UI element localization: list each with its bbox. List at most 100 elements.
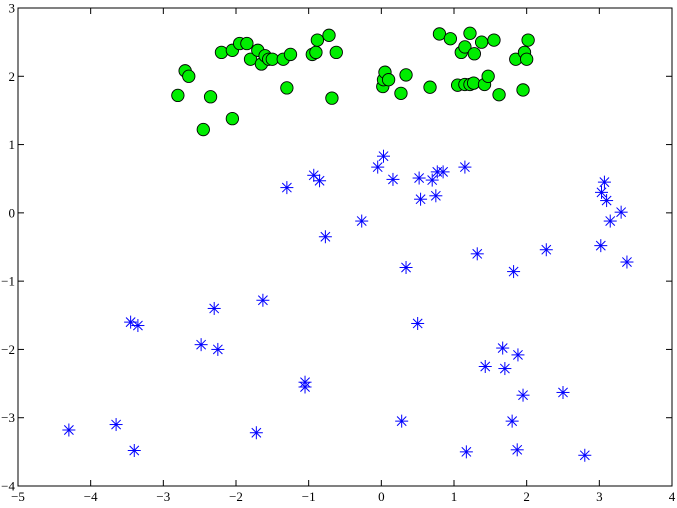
asterisk-point xyxy=(386,172,400,186)
asterisk-point xyxy=(507,265,521,279)
asterisk-point xyxy=(377,149,391,163)
plot-frame xyxy=(17,7,673,487)
x-tick-label: −3 xyxy=(156,489,170,504)
asterisk-point xyxy=(458,160,472,174)
circle-point xyxy=(225,111,240,126)
asterisk-point xyxy=(131,319,145,333)
asterisk-point xyxy=(498,362,512,376)
asterisk-point xyxy=(249,426,263,440)
asterisk-point xyxy=(127,443,141,457)
circle-point xyxy=(521,33,535,47)
asterisk-point xyxy=(355,214,369,228)
asterisk-point xyxy=(207,301,221,315)
asterisk-point xyxy=(412,171,426,185)
asterisk-point xyxy=(539,243,553,257)
x-tick-label: 3 xyxy=(596,489,603,504)
asterisk-point xyxy=(62,423,76,437)
asterisk-point xyxy=(556,385,570,399)
circle-point xyxy=(196,122,210,137)
asterisk-point xyxy=(425,173,439,187)
x-tick-label: −1 xyxy=(302,489,316,504)
circle-point xyxy=(394,86,408,101)
circle-point xyxy=(466,76,481,90)
asterisk-point xyxy=(429,189,443,203)
asterisk-point xyxy=(614,205,628,219)
x-tick-label: −2 xyxy=(229,489,243,504)
circle-point xyxy=(520,52,534,66)
y-tick-label: 2 xyxy=(9,69,16,84)
asterisk-point xyxy=(459,445,473,459)
circle-point xyxy=(329,45,343,60)
series-0 xyxy=(171,26,535,137)
y-tick-label: 1 xyxy=(9,137,16,152)
asterisk-point xyxy=(620,255,634,269)
circle-point xyxy=(423,80,437,94)
asterisk-point xyxy=(280,181,294,195)
asterisk-point xyxy=(505,414,519,428)
asterisk-point xyxy=(478,360,492,373)
asterisk-point xyxy=(510,443,524,457)
circle-point xyxy=(381,73,396,87)
asterisk-point xyxy=(411,316,425,330)
circle-point xyxy=(310,33,325,47)
asterisk-point xyxy=(109,418,123,432)
circle-point xyxy=(443,32,458,46)
y-tick-label: 3 xyxy=(9,1,16,16)
circle-point xyxy=(240,36,254,51)
asterisk-point xyxy=(578,448,592,462)
asterisk-point xyxy=(597,175,611,189)
asterisk-point xyxy=(496,341,510,355)
asterisk-point xyxy=(595,185,609,199)
asterisk-point xyxy=(318,230,332,244)
circle-point xyxy=(283,47,298,62)
x-tick-label: 4 xyxy=(669,489,676,504)
circle-point xyxy=(182,69,196,83)
asterisk-point xyxy=(371,160,385,174)
asterisk-point xyxy=(395,414,409,428)
y-tick-label: −4 xyxy=(1,479,15,494)
circle-point xyxy=(516,83,530,97)
asterisk-point xyxy=(211,342,225,356)
circle-point xyxy=(214,45,229,60)
circle-point xyxy=(432,27,447,41)
circle-point xyxy=(243,52,258,66)
circle-point xyxy=(467,47,481,61)
asterisk-point xyxy=(256,293,270,307)
circle-point xyxy=(322,28,336,42)
x-tick-label: −4 xyxy=(84,489,98,504)
circle-point xyxy=(171,88,185,103)
circle-point xyxy=(280,81,294,95)
y-tick-label: −3 xyxy=(1,410,15,425)
circle-point xyxy=(325,91,339,105)
series-1 xyxy=(62,149,634,462)
asterisk-point xyxy=(194,338,208,352)
y-tick-label: −2 xyxy=(1,342,15,357)
y-tick-label: 0 xyxy=(9,205,16,220)
asterisk-point xyxy=(594,239,608,253)
asterisk-point xyxy=(399,260,413,274)
circle-point xyxy=(474,35,489,49)
asterisk-point xyxy=(600,194,614,208)
x-tick-label: 1 xyxy=(451,489,458,504)
y-tick-label: −1 xyxy=(1,274,15,289)
asterisk-point xyxy=(603,214,617,228)
asterisk-point xyxy=(436,165,450,179)
circle-point xyxy=(481,69,495,83)
asterisk-point xyxy=(313,174,327,188)
x-tick-label: −5 xyxy=(11,489,25,504)
asterisk-point xyxy=(516,388,530,402)
x-tick-label: 2 xyxy=(523,489,530,504)
asterisk-point xyxy=(298,380,312,394)
circle-point xyxy=(399,68,413,82)
circle-point xyxy=(487,33,501,47)
asterisk-point xyxy=(470,247,484,261)
circle-point xyxy=(458,40,472,54)
circle-point xyxy=(463,26,477,40)
circle-point xyxy=(203,90,218,104)
asterisk-point xyxy=(511,348,525,362)
circle-point xyxy=(309,45,323,60)
asterisk-point xyxy=(414,192,428,206)
